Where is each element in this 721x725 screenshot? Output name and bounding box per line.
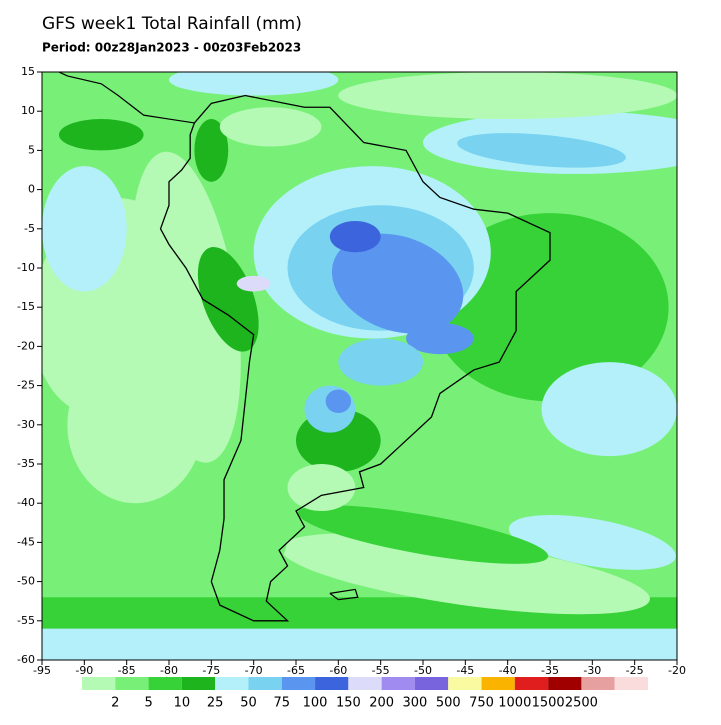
y-tick-label: 0 bbox=[28, 183, 35, 196]
x-tick-label: -90 bbox=[75, 664, 93, 677]
rain-area bbox=[280, 533, 650, 615]
rain-area bbox=[42, 628, 677, 660]
colorbar-label: 750 bbox=[469, 696, 494, 711]
x-tick-label: -65 bbox=[287, 664, 305, 677]
x-tick-label: -45 bbox=[456, 664, 474, 677]
y-tick-label: -20 bbox=[17, 339, 35, 352]
y-tick-label: -55 bbox=[17, 614, 35, 627]
rain-area bbox=[329, 220, 381, 253]
title: GFS week1 Total Rainfall (mm) bbox=[42, 14, 302, 34]
colorbar-box bbox=[448, 677, 482, 690]
rain-area bbox=[219, 107, 322, 147]
coastline bbox=[329, 588, 359, 601]
rain-area bbox=[168, 72, 339, 96]
x-tick-label: -85 bbox=[118, 664, 136, 677]
colorbar-box bbox=[514, 677, 549, 690]
y-tick-label: -15 bbox=[17, 300, 35, 313]
rain-area bbox=[457, 133, 626, 168]
rain-area bbox=[236, 275, 271, 292]
rain-area bbox=[42, 166, 127, 292]
colorbar-box bbox=[381, 677, 415, 690]
colorbar-label: 150 bbox=[336, 696, 361, 711]
colorbar-box bbox=[581, 677, 615, 690]
colorbar-label: 1000 bbox=[498, 696, 531, 711]
y-tick-label: -40 bbox=[17, 496, 35, 509]
y-tick-label: 15 bbox=[21, 65, 35, 78]
colorbar-box bbox=[215, 677, 249, 690]
rain-area bbox=[431, 213, 669, 402]
y-tick-label: -5 bbox=[24, 222, 35, 235]
colorbar-label: 2 bbox=[111, 696, 119, 711]
x-tick-label: -75 bbox=[202, 664, 220, 677]
rain-area bbox=[331, 233, 464, 334]
colorbar-label: 100 bbox=[303, 696, 328, 711]
rain-area bbox=[131, 151, 241, 463]
colorbar-box bbox=[315, 677, 349, 690]
colorbar-label: 300 bbox=[403, 696, 428, 711]
x-tick-label: -70 bbox=[245, 664, 263, 677]
colorbar-label: 10 bbox=[174, 696, 191, 711]
rain-area bbox=[297, 505, 549, 564]
y-tick-label: 10 bbox=[21, 104, 35, 117]
colorbar-box bbox=[281, 677, 316, 690]
rain-area bbox=[325, 389, 352, 414]
colorbar-box bbox=[248, 677, 282, 690]
x-tick-label: -35 bbox=[541, 664, 559, 677]
coastline bbox=[57, 72, 195, 124]
colorbar: 2 5 10 25 50 75 100 150 200 300 500 750 1000 1500 2500 bbox=[82, 677, 648, 711]
rain-area bbox=[197, 247, 259, 352]
colorbar-box bbox=[548, 677, 582, 690]
colorbar-box bbox=[148, 677, 182, 690]
rain-area bbox=[287, 464, 356, 512]
colorbar-label: 75 bbox=[273, 696, 290, 711]
rain-area bbox=[338, 72, 677, 120]
x-tick-label: -60 bbox=[329, 664, 347, 677]
period: Period: 00z28Jan2023 - 00z03Feb2023 bbox=[42, 41, 301, 55]
colorbar-box bbox=[181, 677, 216, 690]
rain-area bbox=[406, 322, 474, 355]
y-tick-label: -60 bbox=[17, 653, 35, 666]
x-tick-label: -20 bbox=[668, 664, 686, 677]
colorbar-label: 2500 bbox=[565, 696, 598, 711]
x-tick-label: -30 bbox=[583, 664, 601, 677]
rain-area bbox=[508, 514, 676, 570]
rain-area bbox=[194, 119, 229, 182]
colorbar-box bbox=[614, 677, 648, 690]
map-frame bbox=[41, 71, 678, 661]
colorbar-label: 500 bbox=[436, 696, 461, 711]
y-tick-label: -45 bbox=[17, 535, 35, 548]
colorbar-box bbox=[82, 677, 116, 690]
y-tick-label: -10 bbox=[17, 261, 35, 274]
map: -95 -90 -85 -80 -75 -70 -65 -60 -55 -50 -45 -40 -35-… bbox=[17, 65, 686, 677]
y-tick-label: 5 bbox=[28, 143, 35, 156]
y-tick-label: -30 bbox=[17, 418, 35, 431]
rain-field bbox=[42, 72, 677, 660]
x-tick-label: -25 bbox=[626, 664, 644, 677]
rain-area bbox=[338, 338, 424, 386]
coastline bbox=[159, 94, 551, 622]
colorbar-label: 5 bbox=[144, 696, 152, 711]
colorbar-label: 25 bbox=[207, 696, 224, 711]
x-tick-label: -95 bbox=[33, 664, 51, 677]
y-tick-label: -50 bbox=[17, 575, 35, 588]
colorbar-label: 50 bbox=[240, 696, 257, 711]
colorbar-label: 1500 bbox=[532, 696, 565, 711]
colorbar-box bbox=[414, 677, 449, 690]
colorbar-box bbox=[481, 677, 515, 690]
y-tick-label: -25 bbox=[17, 379, 35, 392]
x-tick-label: -80 bbox=[160, 664, 178, 677]
colorbar-box bbox=[115, 677, 149, 690]
x-tick-label: -55 bbox=[372, 664, 390, 677]
rain-area bbox=[541, 362, 677, 457]
x-tick-label: -40 bbox=[499, 664, 517, 677]
colorbar-label: 200 bbox=[369, 696, 394, 711]
x-tick-label: -50 bbox=[414, 664, 432, 677]
rain-area bbox=[58, 119, 144, 151]
colorbar-box bbox=[348, 677, 382, 690]
y-tick-label: -35 bbox=[17, 457, 35, 470]
